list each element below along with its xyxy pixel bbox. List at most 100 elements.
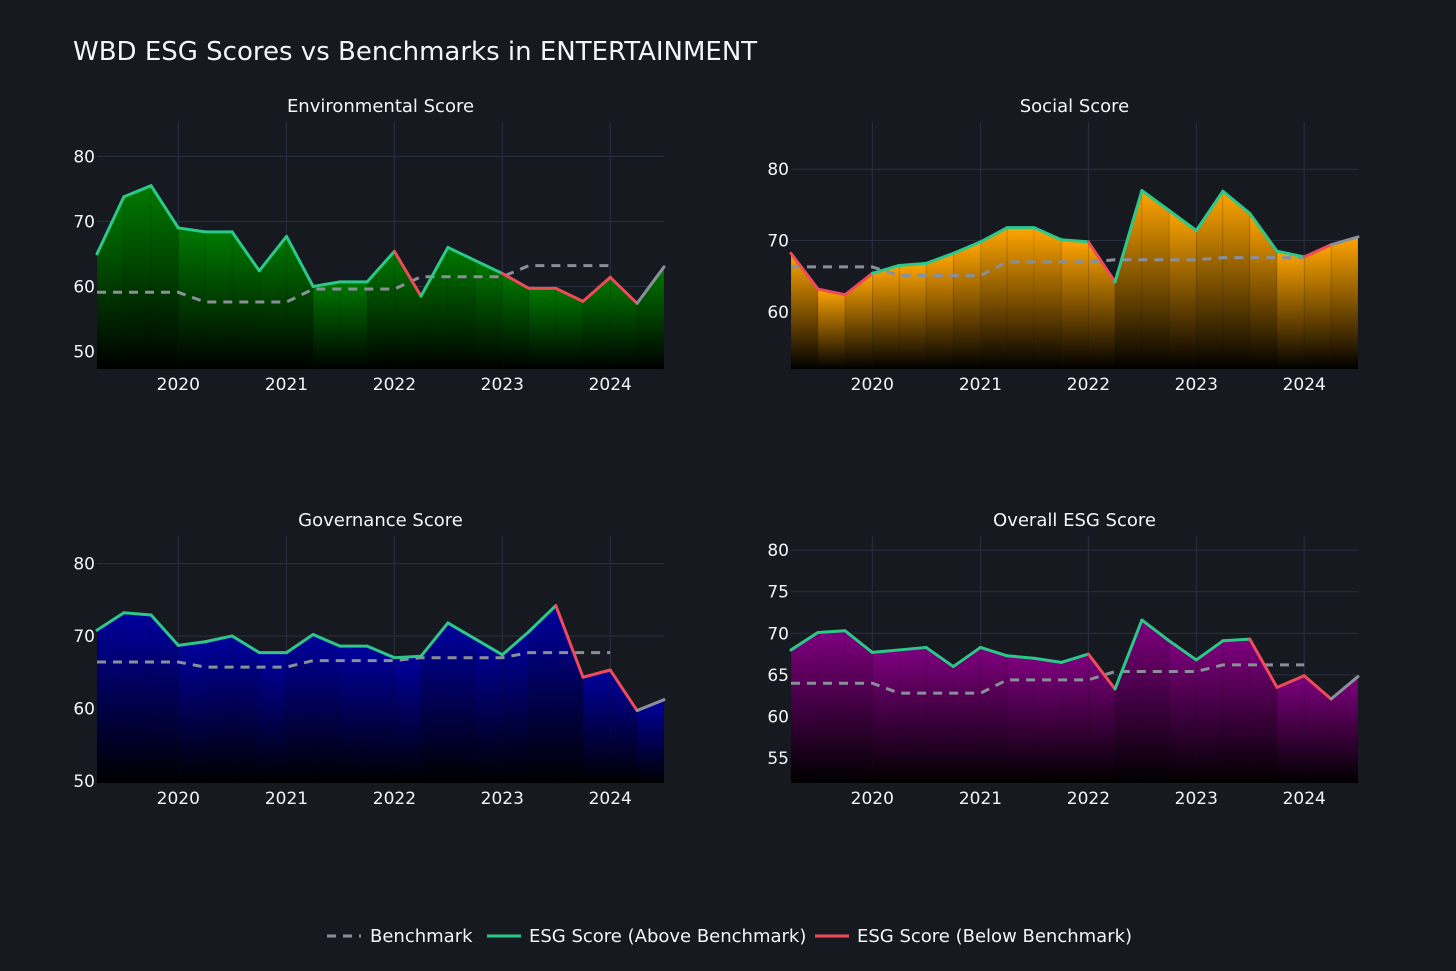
x-tick-label: 2023	[1175, 789, 1218, 809]
score-line-segment[interactable]	[924, 251, 955, 265]
score-line-segment[interactable]	[1275, 249, 1306, 259]
score-line-segment[interactable]	[897, 261, 928, 267]
score-line-segment[interactable]	[230, 230, 261, 273]
x-tick-label: 2023	[1175, 375, 1218, 395]
score-line-segment[interactable]	[1059, 652, 1090, 664]
score-area-segment	[474, 638, 503, 784]
score-line-segment[interactable]	[149, 613, 180, 647]
score-line-segment[interactable]	[527, 604, 558, 634]
benchmark-line[interactable]	[791, 256, 1305, 277]
score-line-segment[interactable]	[1302, 674, 1333, 701]
benchmark-line[interactable]	[97, 651, 611, 669]
score-line-segment[interactable]	[1032, 226, 1063, 242]
score-line-segment[interactable]	[1059, 238, 1090, 244]
score-line-segment[interactable]	[203, 634, 234, 644]
benchmark-line[interactable]	[97, 264, 611, 304]
score-line-segment[interactable]	[554, 604, 585, 679]
score-line-segment[interactable]	[1167, 209, 1198, 233]
score-line-segment[interactable]	[95, 611, 126, 632]
score-line-segment[interactable]	[789, 630, 820, 652]
score-line-segment[interactable]	[230, 634, 261, 655]
score-line-segment[interactable]	[1194, 639, 1225, 662]
score-line-segment[interactable]	[122, 611, 153, 617]
score-line-segment[interactable]	[95, 195, 126, 256]
score-line-segment[interactable]	[473, 258, 504, 275]
score-line-segment[interactable]	[581, 275, 612, 303]
score-line-segment[interactable]	[1086, 652, 1117, 691]
score-line-segment[interactable]	[1140, 189, 1171, 213]
score-line-segment[interactable]	[978, 226, 1009, 244]
score-line-segment[interactable]	[816, 629, 847, 634]
score-line-segment[interactable]	[176, 226, 207, 234]
score-line-segment[interactable]	[446, 621, 477, 641]
score-area-segment	[871, 649, 900, 784]
score-line-segment[interactable]	[176, 640, 207, 647]
x-tick-label: 2020	[157, 375, 200, 395]
subplot-title: Overall ESG Score	[993, 510, 1156, 531]
score-line-segment[interactable]	[978, 645, 1009, 658]
score-line-segment[interactable]	[419, 245, 450, 298]
score-line-segment[interactable]	[1113, 618, 1144, 691]
score-line-segment[interactable]	[897, 645, 928, 652]
score-line-segment[interactable]	[473, 637, 504, 657]
score-line-segment[interactable]	[1329, 235, 1360, 247]
score-line-segment[interactable]	[1329, 675, 1360, 701]
score-line-segment[interactable]	[870, 263, 901, 275]
score-line-segment[interactable]	[500, 630, 531, 657]
score-line-segment[interactable]	[581, 668, 612, 679]
score-line-segment[interactable]	[635, 698, 666, 713]
score-line-segment[interactable]	[843, 629, 874, 654]
score-line-segment[interactable]	[1032, 656, 1063, 664]
score-line-segment[interactable]	[608, 668, 639, 713]
score-line-segment[interactable]	[1221, 637, 1252, 643]
score-line-segment[interactable]	[843, 271, 874, 297]
score-line-segment[interactable]	[1140, 618, 1171, 643]
score-line-segment[interactable]	[284, 633, 315, 655]
score-line-segment[interactable]	[392, 654, 423, 660]
score-line-segment[interactable]	[1248, 211, 1279, 253]
score-line-segment[interactable]	[1275, 674, 1306, 689]
score-line-segment[interactable]	[419, 621, 450, 658]
score-line-segment[interactable]	[951, 645, 982, 669]
score-line-segment[interactable]	[284, 234, 315, 288]
benchmark-line[interactable]	[791, 663, 1305, 695]
score-line-segment[interactable]	[789, 251, 820, 291]
score-line-segment[interactable]	[635, 265, 666, 305]
score-line-segment[interactable]	[1194, 189, 1225, 233]
score-line-segment[interactable]	[311, 280, 342, 288]
score-line-segment[interactable]	[1302, 243, 1333, 259]
score-line-segment[interactable]	[1248, 637, 1279, 689]
score-line-segment[interactable]	[1086, 240, 1117, 284]
score-line-segment[interactable]	[122, 184, 153, 199]
score-line-segment[interactable]	[392, 249, 423, 298]
score-area-segment	[447, 622, 476, 784]
score-area-segment	[394, 655, 422, 784]
score-line-segment[interactable]	[1113, 189, 1144, 284]
score-line-segment[interactable]	[446, 245, 477, 262]
legend-below-label[interactable]: ESG Score (Below Benchmark)	[857, 926, 1132, 947]
score-line-segment[interactable]	[951, 240, 982, 255]
score-area-segment	[1276, 675, 1305, 784]
score-line-segment[interactable]	[1167, 639, 1198, 662]
score-line-segment[interactable]	[365, 249, 396, 284]
score-area-segment	[1060, 653, 1089, 784]
score-line-segment[interactable]	[311, 633, 342, 648]
score-line-segment[interactable]	[816, 287, 847, 297]
score-line-segment[interactable]	[554, 286, 585, 303]
score-area-segment	[925, 252, 954, 370]
score-line-segment[interactable]	[608, 275, 639, 305]
score-line-segment[interactable]	[500, 271, 531, 290]
score-line-segment[interactable]	[924, 645, 955, 669]
score-line-segment[interactable]	[149, 184, 180, 230]
score-line-segment[interactable]	[1005, 654, 1036, 660]
legend-benchmark-label[interactable]: Benchmark	[370, 926, 473, 947]
score-area-segment	[286, 633, 314, 784]
x-tick-label: 2021	[959, 375, 1002, 395]
y-tick-label: 70	[767, 624, 789, 644]
score-line-segment[interactable]	[257, 234, 288, 273]
score-area-segment	[898, 647, 927, 784]
legend-above-label[interactable]: ESG Score (Above Benchmark)	[529, 926, 806, 947]
score-line-segment[interactable]	[1221, 189, 1252, 215]
score-line-segment[interactable]	[365, 644, 396, 660]
score-line-segment[interactable]	[870, 648, 901, 654]
